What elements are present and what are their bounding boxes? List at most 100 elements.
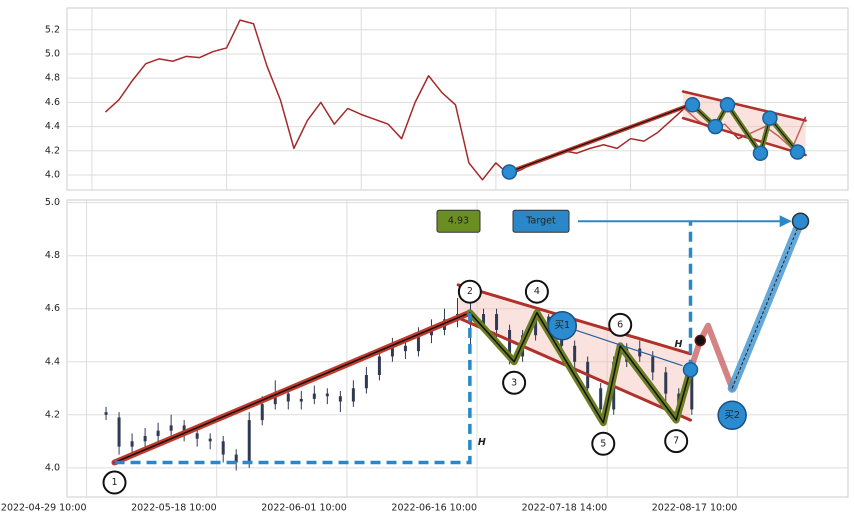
candle-body [299,398,303,402]
pivot-number: 7 [673,436,679,447]
candle-body [508,329,512,357]
candle-body [234,454,238,463]
candle-body [638,348,642,357]
candle-body [312,393,316,399]
buy2-marker [717,400,747,431]
pivot-dot [682,361,699,378]
y-tick-label: 4.0 [45,169,60,180]
pivot-badge [102,470,127,495]
target-value-box [436,209,481,233]
buy1-link [562,325,683,367]
y-tick-label: 4.4 [45,121,60,132]
plot-area [66,199,849,498]
buy1-label: 买1 [555,320,571,331]
candle-body [599,388,603,410]
y-tick-label: 5.0 [45,197,60,208]
candle-body [495,314,499,330]
candle-body [286,393,290,402]
candle-body [664,372,668,394]
pivot-number: 4 [534,286,540,297]
candle-body [208,438,212,442]
pullback-line [687,322,736,392]
pivot-dot [752,145,769,161]
pivot-number: 2 [467,286,473,297]
height-label: H [478,437,486,448]
x-tick-label: 2022-04-29 10:00 [1,503,87,514]
height-guide [114,312,472,465]
candle-body [169,425,173,431]
trend-core [113,311,471,464]
pivot-badge [457,279,482,304]
pivot-badge [502,370,527,395]
y-tick-label: 4.4 [45,356,60,367]
pivot-badge [524,279,549,304]
candle-body [182,425,186,434]
candle-body [104,412,108,415]
target-value: 4.93 [448,216,469,227]
pivot-badge [608,312,633,337]
buy2-label: 买2 [724,410,740,421]
pivot-dot [707,118,724,135]
candle-body [364,375,368,389]
pivot-dot [762,110,778,126]
pivot-number: 1 [111,477,117,488]
candle-body [117,417,121,447]
candle-body [403,345,407,352]
candle-body [390,345,394,357]
y-tick-label: 4.2 [45,409,60,420]
channel-line [681,116,807,157]
x-tick-label: 2022-08-17 10:00 [652,503,738,514]
pivot-dot [501,164,518,180]
pivot-badge [664,429,689,454]
pivot-number: 3 [511,377,517,388]
candle-body [195,433,199,439]
candle-body [260,404,264,421]
pivot-dot [719,97,736,113]
x-tick-label: 2022-06-01 10:00 [261,503,347,514]
candle-body [573,345,577,362]
candle-body [221,441,225,455]
pivot-dot [789,144,806,160]
y-tick-label: 4.8 [45,250,60,261]
pivot-number: 5 [600,438,606,449]
price-line [104,19,807,181]
candle-body [534,316,538,336]
candle-body [377,356,381,376]
target-dot [791,212,810,230]
candle-body [143,436,147,442]
channel-fill [683,91,806,156]
projection-core [731,221,801,389]
candle-body [651,356,655,373]
x-tick-label: 2022-07-18 14:00 [522,503,608,514]
buy1-marker [547,310,578,341]
y-tick-label: 4.6 [45,303,60,314]
candle-body [416,335,420,352]
height-label: H [675,339,683,350]
candle-body [130,441,134,447]
pivot-number: 6 [617,319,623,330]
y-tick-label: 4.8 [45,73,60,84]
candle-body [690,367,694,410]
pivot-badge [591,431,616,456]
candle-body [429,329,433,336]
breakout-dot [694,334,707,347]
y-tick-label: 5.2 [45,24,60,35]
pivot-dot [684,97,701,113]
y-tick-label: 4.6 [45,97,60,108]
candle-body [351,388,355,402]
candle-body [156,430,160,437]
y-tick-label: 4.0 [45,462,60,473]
candle-body [338,396,342,402]
target-box [512,209,570,233]
target-label: Target [525,216,556,227]
wave-core [469,311,692,424]
x-tick-label: 2022-06-16 10:00 [391,503,477,514]
x-tick-label: 2022-05-18 10:00 [131,503,217,514]
candle-body [482,314,486,325]
trend-core [508,104,692,173]
y-tick-label: 4.2 [45,145,60,156]
candle-body [247,420,251,463]
channel-line [681,90,807,122]
candle-body [325,393,329,397]
